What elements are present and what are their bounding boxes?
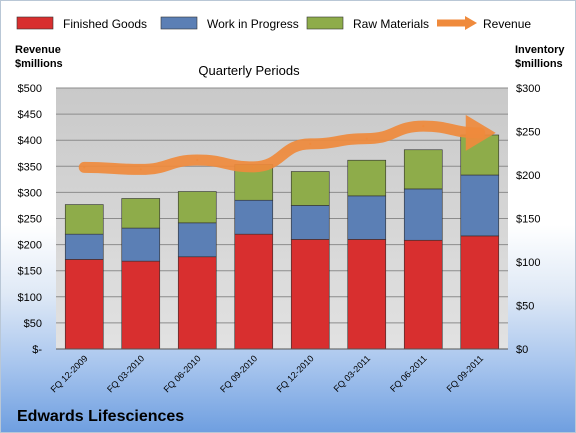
bar-work-in-progress [177, 222, 217, 258]
bar-work-in-progress [121, 227, 161, 262]
left-tick-label: $250 [18, 214, 42, 226]
bar-raw-materials [347, 159, 387, 197]
legend-arrow [465, 16, 477, 30]
legend-label-work-in-progress: Work in Progress [207, 17, 299, 31]
revenue-line [78, 120, 486, 175]
left-tick-label: $- [32, 344, 42, 356]
left-tick-label: $200 [18, 240, 42, 252]
right-tick-label: $300 [516, 83, 540, 95]
bar-work-in-progress [347, 195, 387, 240]
right-tick-label: $150 [516, 214, 540, 226]
left-tick-label: $150 [18, 266, 42, 278]
category-label: FQ 09-2010 [218, 353, 259, 394]
revenue-point [196, 159, 199, 162]
bar-raw-materials [177, 191, 217, 224]
legend-swatch-finished-goods [16, 16, 54, 30]
bar-work-in-progress [290, 205, 330, 240]
category-label: FQ 03-2010 [105, 353, 146, 394]
bar-raw-materials [121, 198, 161, 229]
revenue-point [478, 131, 481, 134]
left-axis-label-line2: $millions [15, 58, 63, 70]
legend-label-finished-goods: Finished Goods [63, 17, 147, 31]
right-tick-label: $250 [516, 127, 540, 139]
bar-work-in-progress [403, 188, 443, 241]
bar-finished-goods [403, 239, 443, 350]
legend-swatch-work-in-progress [160, 16, 198, 30]
category-label: FQ 09-2011 [445, 353, 486, 394]
bar-finished-goods [347, 239, 387, 350]
bar-finished-goods [460, 235, 500, 350]
revenue-point [252, 165, 255, 168]
legend-label-revenue: Revenue [483, 17, 531, 31]
category-label: FQ 12-2009 [49, 353, 90, 394]
category-label: FQ 03-2011 [332, 353, 373, 394]
revenue-point [309, 142, 312, 145]
revenue-point [139, 168, 142, 171]
company-name: Edwards Lifesciences [17, 408, 184, 425]
right-tick-label: $0 [516, 344, 528, 356]
right-axis-label-line2: $millions [515, 58, 563, 70]
left-tick-label: $500 [18, 83, 42, 95]
left-tick-label: $300 [18, 187, 42, 199]
bar-work-in-progress [234, 199, 274, 235]
bar-finished-goods [234, 233, 274, 350]
legend-label-raw-materials: Raw Materials [353, 17, 429, 31]
bar-work-in-progress [460, 174, 500, 237]
bar-raw-materials [64, 204, 104, 235]
bar-finished-goods [177, 256, 217, 350]
bar-raw-materials [403, 149, 443, 190]
category-label: FQ 06-2010 [162, 353, 203, 394]
revenue-point [83, 166, 86, 169]
bar-finished-goods [64, 259, 104, 350]
chart-title: Quarterly Periods [198, 63, 300, 78]
right-tick-label: $200 [516, 170, 540, 182]
bar-finished-goods [121, 260, 161, 350]
left-axis-label-line1: Revenue [15, 44, 61, 56]
bar-work-in-progress [64, 233, 104, 260]
revenue-point [422, 125, 425, 128]
bar-raw-materials [290, 171, 330, 206]
left-tick-label: $400 [18, 135, 42, 147]
left-tick-label: $350 [18, 161, 42, 173]
left-tick-label: $450 [18, 109, 42, 121]
category-label: FQ 12-2010 [275, 353, 316, 394]
right-tick-label: $100 [516, 257, 540, 269]
right-axis-label-line1: Inventory [515, 44, 565, 56]
left-tick-label: $100 [18, 292, 42, 304]
right-tick-label: $50 [516, 301, 534, 313]
bar-finished-goods [290, 239, 330, 350]
legend-swatch-raw-materials [306, 16, 344, 30]
revenue-point [365, 137, 368, 140]
left-tick-label: $50 [24, 318, 42, 330]
category-label: FQ 06-2011 [388, 353, 429, 394]
